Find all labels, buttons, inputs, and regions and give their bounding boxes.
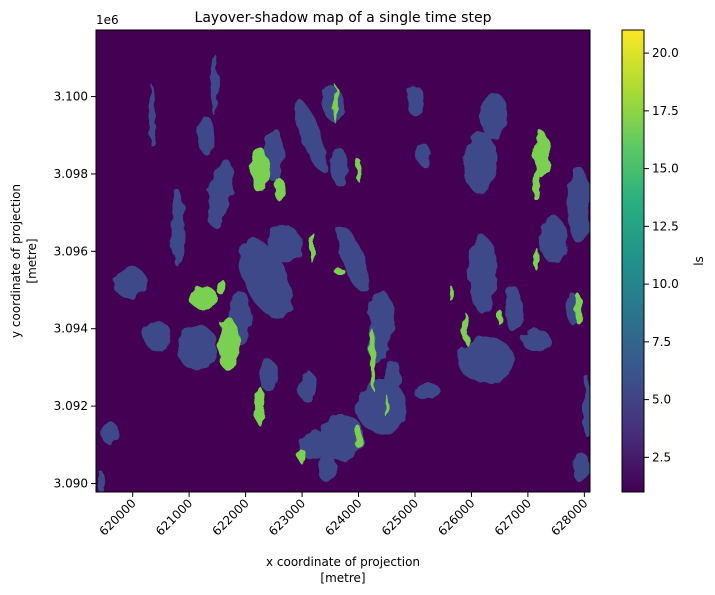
colorbar-tick-label: 20.0 xyxy=(652,46,679,60)
layover-region xyxy=(336,226,369,293)
layover-region xyxy=(197,115,215,155)
layover-region xyxy=(582,375,590,438)
shadow-region xyxy=(189,286,218,310)
x-tick-label: 623000 xyxy=(266,496,308,538)
layover-regions xyxy=(97,53,590,492)
layover-region xyxy=(267,224,303,263)
x-tick-label: 624000 xyxy=(322,496,364,538)
layover-region xyxy=(207,158,233,228)
shadow-region xyxy=(333,266,344,275)
x-tick-label: 625000 xyxy=(379,496,421,538)
layover-region xyxy=(299,429,328,461)
layover-region xyxy=(457,336,514,383)
layover-region xyxy=(112,266,147,298)
layover-region xyxy=(143,321,173,352)
colorbar-ticks: 2.5 5.0 7.5 10.0 12.5 15.0 17.5 20.0 xyxy=(644,46,679,464)
layover-region xyxy=(505,286,523,333)
layover-region xyxy=(294,98,327,172)
shadow-region xyxy=(461,313,470,345)
layover-region xyxy=(298,371,318,403)
y-tick-label: 3.098 xyxy=(54,167,88,181)
layover-region xyxy=(321,85,346,124)
shadow-regions xyxy=(189,84,583,465)
x-tick-label: 621000 xyxy=(153,496,195,538)
layover-region xyxy=(263,127,285,182)
layover-region xyxy=(539,216,568,263)
y-tick-label: 3.100 xyxy=(54,90,88,104)
shadow-region xyxy=(274,177,285,202)
colorbar-tick-label: 2.5 xyxy=(652,450,671,464)
layover-region xyxy=(522,328,551,352)
layover-region xyxy=(573,452,590,484)
layover-region xyxy=(383,359,401,391)
shadow-region xyxy=(385,394,389,418)
shadow-region xyxy=(574,293,583,325)
y-axis-label-unit: [metre] xyxy=(25,238,39,283)
layover-region xyxy=(462,131,497,194)
layover-region xyxy=(479,92,509,140)
layover-region xyxy=(101,421,119,445)
y-tick-label: 3.094 xyxy=(54,322,88,336)
layover-region xyxy=(416,142,431,167)
x-tick-label: 627000 xyxy=(492,496,534,538)
shadow-region xyxy=(333,84,338,124)
layover-region xyxy=(258,359,279,391)
layover-region xyxy=(468,235,497,314)
x-tick-label: 628000 xyxy=(548,496,590,538)
layover-region xyxy=(330,146,348,186)
y-axis-label: y coordinate of projection xyxy=(9,184,23,338)
layover-region xyxy=(97,471,107,492)
layover-region xyxy=(406,84,424,116)
shadow-region xyxy=(354,425,363,449)
y-tick-label: 3.090 xyxy=(54,476,88,490)
layover-region xyxy=(319,452,336,484)
layover-region xyxy=(149,84,156,147)
layover-region xyxy=(177,324,218,372)
x-tick-label: 622000 xyxy=(209,496,251,538)
x-axis-label-unit: [metre] xyxy=(320,571,365,585)
colorbar-tick-label: 12.5 xyxy=(652,219,679,233)
chart-title: Layover-shadow map of a single time step xyxy=(195,10,492,26)
colorbar-tick-label: 15.0 xyxy=(652,162,679,176)
y-axis: 3.090 3.092 3.094 3.096 3.098 3.100 xyxy=(54,90,96,490)
shadow-region xyxy=(218,317,239,372)
layover-region xyxy=(355,379,407,434)
shadow-region xyxy=(251,146,269,194)
colorbar-tick-label: 17.5 xyxy=(652,104,679,118)
shadow-region xyxy=(449,286,454,302)
colorbar-tick-label: 10.0 xyxy=(652,277,679,291)
shadow-region xyxy=(369,328,376,391)
shadow-region xyxy=(532,170,540,202)
shadow-region xyxy=(215,278,226,294)
colorbar-label: ls xyxy=(692,256,706,266)
shadow-region xyxy=(497,309,502,325)
y-tick-label: 3.092 xyxy=(54,399,88,413)
x-axis-label: x coordinate of projection xyxy=(266,555,420,569)
shadow-region xyxy=(254,386,266,426)
shadow-region xyxy=(309,231,316,263)
x-tick-label: 626000 xyxy=(435,496,477,538)
colorbar xyxy=(621,29,645,493)
shadow-region xyxy=(355,158,362,182)
layover-region xyxy=(319,413,365,461)
heatmap-area xyxy=(96,30,590,492)
y-tick-label: 3.096 xyxy=(54,244,88,258)
x-axis: 620000 621000 622000 623000 624000 625000 6260… xyxy=(97,492,590,539)
layover-region xyxy=(412,382,441,399)
shadow-region xyxy=(533,131,551,178)
layover-region xyxy=(567,166,590,244)
plot-frame xyxy=(95,29,591,493)
y-offset-label: 1e6 xyxy=(96,13,119,27)
shadow-region xyxy=(534,247,539,271)
colorbar-tick-label: 7.5 xyxy=(652,335,671,349)
layover-region xyxy=(210,53,219,116)
layover-region xyxy=(171,189,185,267)
shadow-region xyxy=(298,448,306,465)
colorbar-tick-label: 5.0 xyxy=(652,393,671,407)
x-tick-label: 620000 xyxy=(97,496,139,538)
